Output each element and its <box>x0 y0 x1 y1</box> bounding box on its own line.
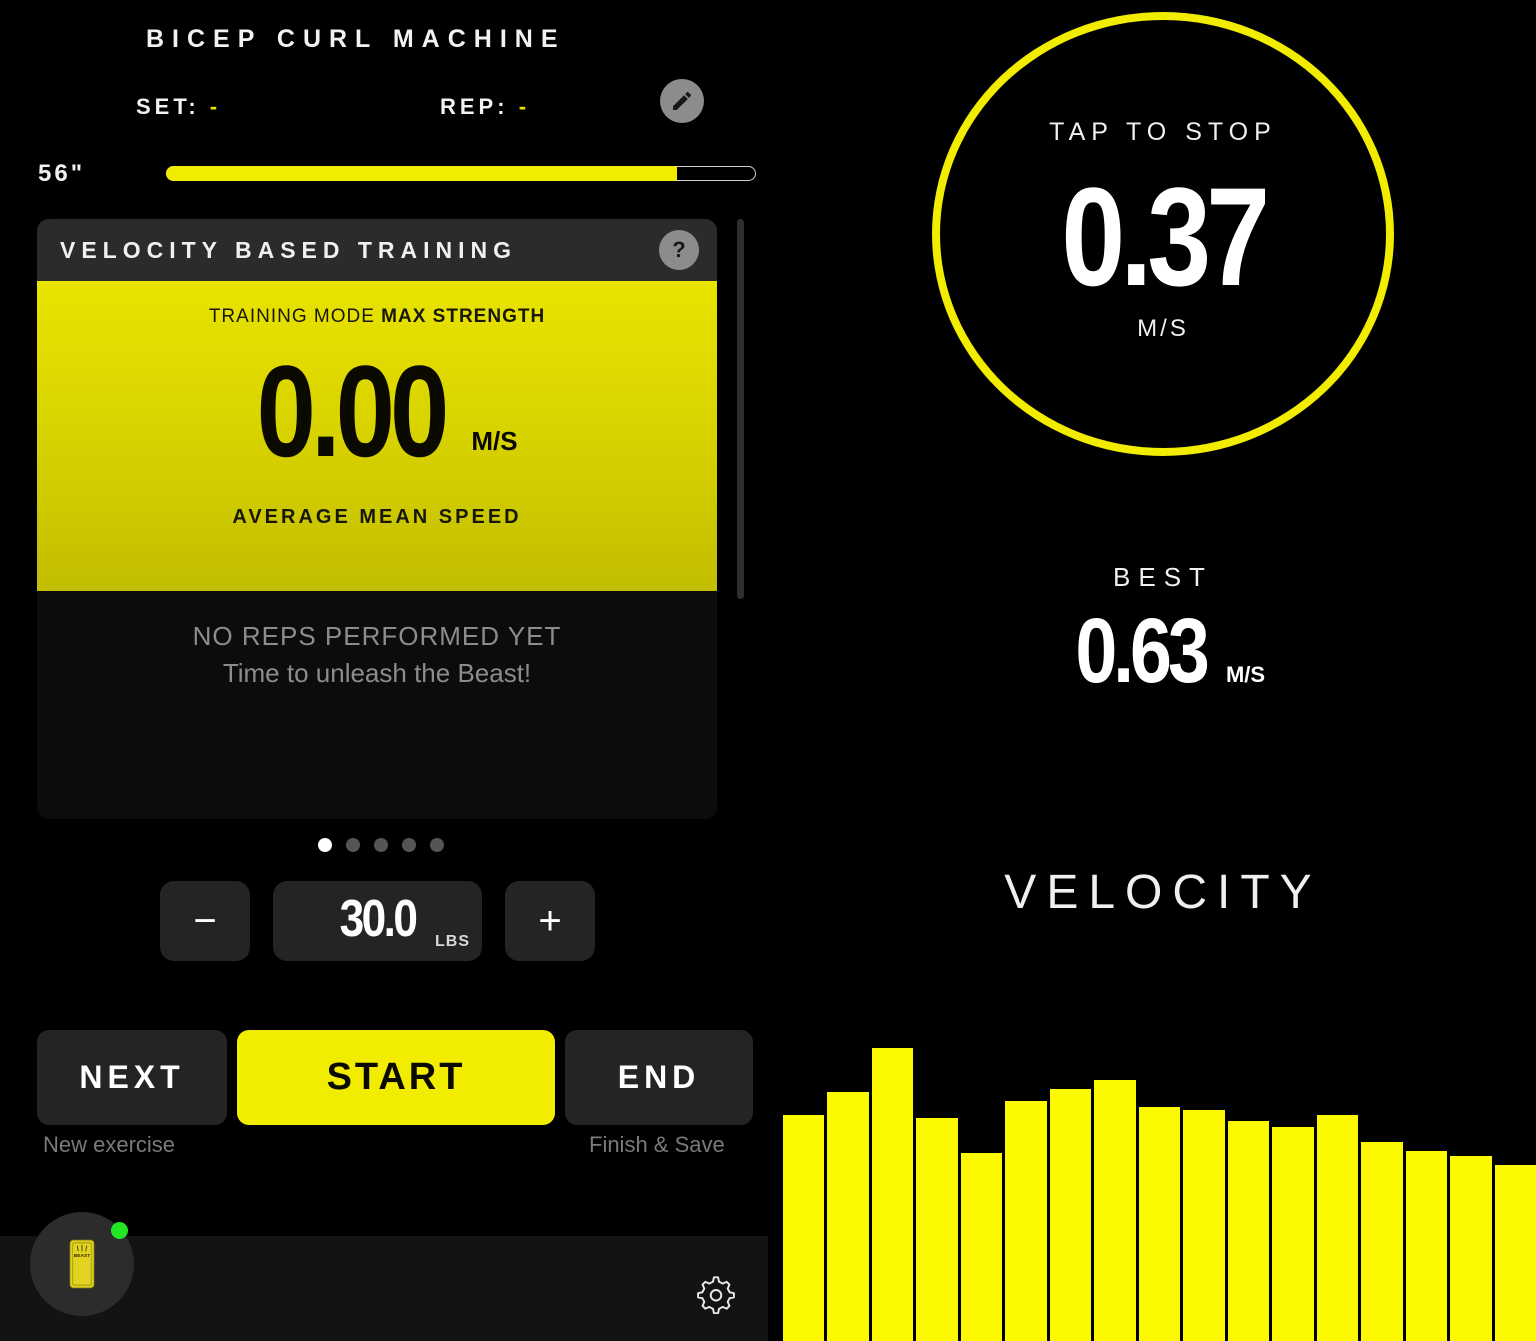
svg-text:BEAST: BEAST <box>74 1253 91 1259</box>
